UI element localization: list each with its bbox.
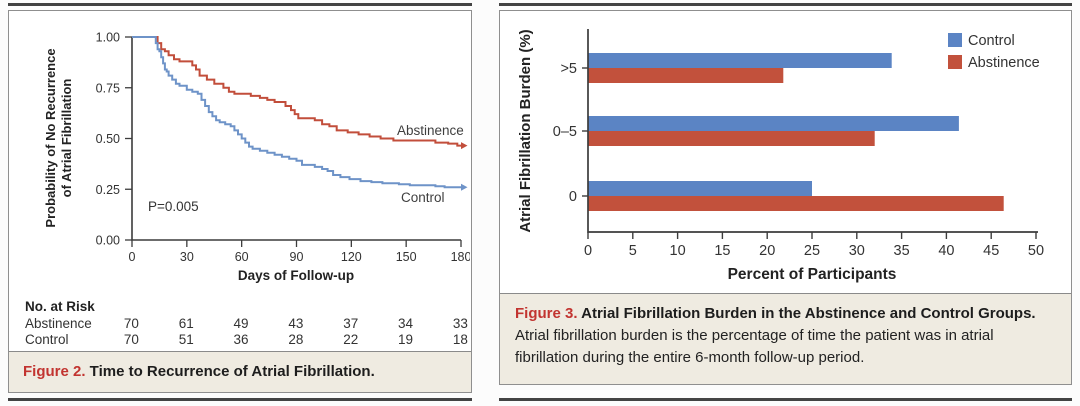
risk-count: 33 (452, 316, 468, 331)
km-x-tick-label: 120 (341, 250, 362, 264)
figure2-caption: Figure 2. Time to Recurrence of Atrial F… (9, 351, 471, 392)
risk-count: 28 (288, 332, 304, 347)
risk-count: 22 (343, 332, 359, 347)
risk-count: 18 (452, 332, 468, 347)
km-curve-end-arrow-control (461, 183, 468, 191)
km-y-tick-label: 0.75 (96, 81, 120, 95)
km-p-value-annotation: P=0.005 (148, 199, 199, 214)
legend-label-abstinence: Abstinence (968, 55, 1040, 71)
legend-label-control: Control (968, 33, 1015, 49)
km-x-tick-label: 150 (396, 250, 417, 264)
km-series-label-abstinence: Abstinence (397, 123, 464, 138)
bar-x-tick-label: 5 (629, 243, 637, 259)
km-series-label-control: Control (401, 190, 445, 205)
bar-x-tick-label: 50 (1028, 243, 1044, 259)
bar-x-tick-label: 15 (714, 243, 730, 259)
figure3-caption-body: Atrial fibrillation burden is the percen… (515, 326, 994, 366)
km-x-tick-label: 180 (451, 250, 470, 264)
bar-x-tick-label: 10 (670, 243, 686, 259)
km-x-tick-label: 0 (129, 250, 136, 264)
bar-abstinence-1 (588, 131, 875, 146)
legend-swatch-control (948, 33, 962, 47)
bar-x-tick-label: 40 (938, 243, 954, 259)
bar-abstinence-0 (588, 68, 784, 83)
af-burden-bar-chart: >5 0–5 0 0 5 10 15 20 25 30 35 40 45 50 Percent of Par… (517, 29, 1044, 283)
risk-row-counts: 70 51 36 28 22 19 18 (104, 332, 488, 347)
km-y-axis-title-line1: Probability of No Recurrence (43, 48, 58, 227)
risk-row-counts: 70 61 49 43 37 34 33 (104, 316, 488, 331)
km-y-tick-label: 0.00 (96, 234, 120, 248)
figure3-caption-title: Atrial Fibrillation Burden in the Abstin… (577, 305, 1036, 322)
risk-count: 34 (398, 316, 414, 331)
figure3-caption: Figure 3. Atrial Fibrillation Burden in … (500, 293, 1071, 384)
risk-count: 36 (233, 332, 249, 347)
km-chart: 1.00 0.75 0.50 0.25 0.00 0 30 60 90 120 150 180 Days… (43, 31, 470, 284)
bar-y-axis-title: Atrial Fibrillation Burden (%) (517, 29, 534, 232)
bar-x-tick-label: 35 (894, 243, 910, 259)
bar-x-tick-label: 30 (849, 243, 865, 259)
top-rule-left (8, 3, 472, 6)
risk-row-label: Control (25, 332, 69, 347)
km-y-tick-label: 0.50 (96, 132, 120, 146)
figure2-caption-title: Time to Recurrence of Atrial Fibrillatio… (85, 363, 375, 380)
bar-x-tick-label: 0 (584, 243, 592, 259)
km-y-tick-label: 1.00 (96, 31, 120, 45)
risk-count: 70 (123, 316, 139, 331)
km-curve-end-arrow-abstinence (461, 142, 468, 150)
bar-x-axis-title: Percent of Participants (728, 266, 897, 283)
risk-count: 43 (288, 316, 304, 331)
bar-category-label: 0 (569, 189, 577, 205)
bottom-rule-left (8, 398, 472, 401)
figure3-caption-label: Figure 3. (515, 305, 578, 322)
bar-x-tick-label: 20 (759, 243, 775, 259)
risk-count: 70 (123, 332, 139, 347)
figure2-caption-label: Figure 2. (23, 363, 86, 380)
km-curve-control (132, 36, 461, 189)
km-x-tick-label: 60 (235, 250, 249, 264)
risk-count: 37 (343, 316, 359, 331)
km-y-tick-label: 0.25 (96, 183, 120, 197)
risk-count: 61 (178, 316, 194, 331)
risk-table-header: No. at Risk (25, 299, 95, 314)
km-curve-abstinence (132, 36, 461, 147)
km-x-tick-label: 90 (290, 250, 304, 264)
bar-control-2 (588, 181, 812, 196)
bar-category-label: >5 (560, 61, 577, 77)
risk-row-label: Abstinence (25, 316, 92, 331)
bar-x-tick-label: 45 (983, 243, 999, 259)
bar-control-0 (588, 53, 892, 68)
risk-count: 49 (233, 316, 249, 331)
top-rule-right (499, 3, 1072, 6)
bar-category-label: 0–5 (553, 124, 577, 140)
legend-swatch-abstinence (948, 55, 962, 69)
bar-abstinence-2 (588, 196, 1004, 211)
bar-control-1 (588, 116, 959, 131)
bottom-rule-right (499, 398, 1072, 401)
figure3-caption-titleline: Figure 3. Atrial Fibrillation Burden in … (515, 303, 1056, 325)
figure3-panel: >5 0–5 0 0 5 10 15 20 25 30 35 40 45 50 Percent of Par… (499, 10, 1072, 385)
risk-count: 19 (398, 332, 414, 347)
km-y-axis-title-line2: of Atrial Fibrillation (59, 79, 74, 198)
km-x-tick-label: 30 (180, 250, 194, 264)
figure2-panel: 1.00 0.75 0.50 0.25 0.00 0 30 60 90 120 150 180 Days… (8, 10, 472, 393)
risk-count: 51 (178, 332, 194, 347)
km-x-axis-title: Days of Follow-up (238, 268, 354, 283)
bar-x-tick-label: 25 (804, 243, 820, 259)
